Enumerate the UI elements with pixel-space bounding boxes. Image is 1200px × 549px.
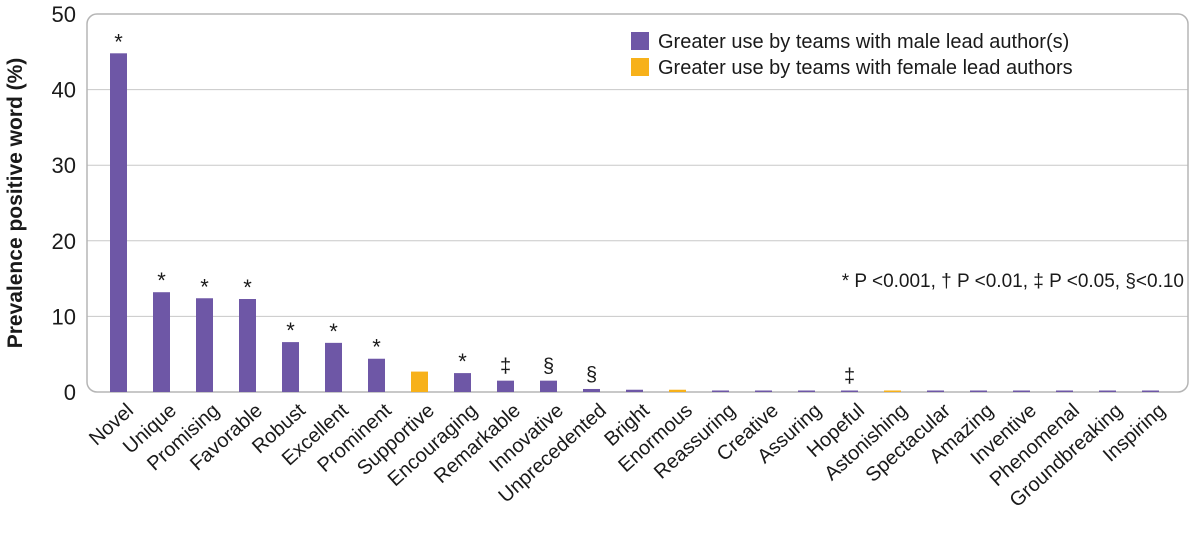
x-axis-tick-labels: NovelUniquePromisingFavorableRobustExcel… [85, 399, 1170, 512]
bar-assuring [798, 390, 815, 392]
bar-inventive [1013, 390, 1030, 392]
bar-innovative [540, 380, 557, 392]
significance-marker: ‡ [844, 366, 855, 388]
y-tick-label: 10 [52, 304, 76, 329]
bar-reassuring [712, 390, 729, 392]
gridlines [87, 89, 1188, 317]
significance-marker: ‡ [500, 356, 511, 378]
legend-swatch-female [631, 58, 649, 76]
bar-novel [110, 53, 127, 392]
y-tick-label: 40 [52, 78, 76, 103]
bar-promising [196, 298, 213, 392]
bar-amazing [970, 390, 987, 392]
significance-marker: * [329, 319, 338, 344]
bar-favorable [239, 299, 256, 392]
bar-excellent [325, 342, 342, 392]
significance-marker: * [200, 274, 209, 299]
bar-hopeful [841, 390, 858, 392]
y-tick-label: 30 [52, 153, 76, 178]
significance-annotation: * P <0.001, † P <0.01, ‡ P <0.05, §<0.10 [842, 271, 1184, 292]
significance-markers: * * * * * * * * ‡ § § ‡ [114, 29, 855, 387]
legend-swatch-male [631, 32, 649, 50]
legend-label-male: Greater use by teams with male lead auth… [658, 31, 1069, 53]
significance-marker: § [543, 356, 554, 378]
bar-robust [282, 342, 299, 392]
bar-spectacular [927, 390, 944, 392]
significance-marker: * [243, 275, 252, 300]
legend-label-female: Greater use by teams with female lead au… [658, 57, 1073, 79]
y-axis-label: Prevalence positive word (%) [4, 58, 27, 349]
significance-marker: * [372, 335, 381, 360]
bar-unprecedented [583, 388, 600, 392]
significance-marker: * [157, 268, 166, 293]
bars [110, 53, 1159, 392]
y-tick-label: 20 [52, 229, 76, 254]
significance-marker: * [458, 349, 467, 374]
bar-unique [153, 292, 170, 392]
y-tick-label: 0 [64, 380, 76, 405]
y-tick-label: 50 [52, 2, 76, 27]
bar-creative [755, 390, 772, 392]
bar-phenomenal [1056, 390, 1073, 392]
bar-supportive [411, 371, 428, 392]
legend: Greater use by teams with male lead auth… [631, 31, 1073, 79]
bar-prominent [368, 358, 385, 392]
bar-encouraging [454, 373, 471, 392]
bar-remarkable [497, 380, 514, 392]
bar-inspiring [1142, 390, 1159, 392]
significance-marker: * [114, 29, 123, 54]
bar-astonishing [884, 390, 901, 392]
bar-bright [626, 389, 643, 392]
y-axis-ticks: 0 10 20 30 40 50 [52, 2, 76, 405]
bar-groundbreaking [1099, 390, 1116, 392]
significance-marker: * [286, 318, 295, 343]
bar-enormous [669, 389, 686, 392]
significance-marker: § [586, 364, 597, 386]
